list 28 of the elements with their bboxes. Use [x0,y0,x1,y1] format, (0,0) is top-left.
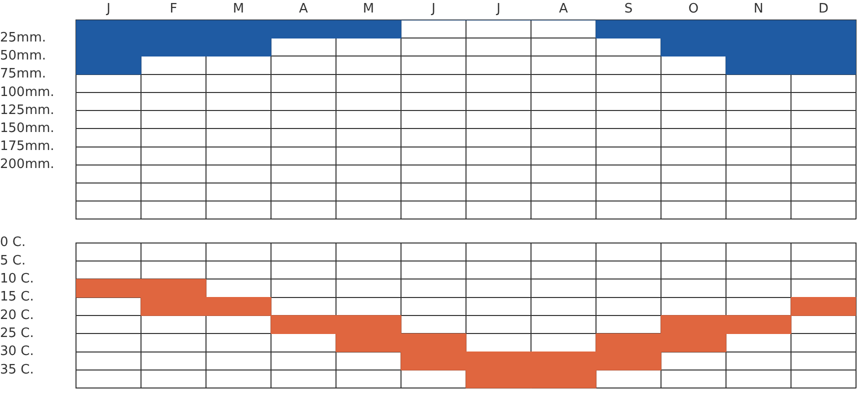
y-tick-label: 20 C. [0,308,34,323]
y-tick-label: 0 C. [0,235,26,250]
y-tick-label: 25 C. [0,326,34,342]
x-tick-label: O [688,2,699,17]
y-tick-label: 25mm. [0,30,46,46]
y-tick-label: 150mm. [0,121,54,136]
x-tick-label: J [430,2,436,17]
x-tick-label: F [170,2,178,17]
y-tick-label: 125mm. [0,102,54,118]
y-tick-label: 5 C. [0,253,26,268]
y-tick-label: 10 C. [0,272,34,287]
x-tick-label: M [232,2,244,17]
x-tick-label: A [299,2,308,17]
y-tick-label: 35 C. [0,362,34,378]
y-tick-label: 175mm. [0,139,54,154]
y-tick-label: 75mm. [0,66,46,82]
y-tick-label: 15 C. [0,290,34,305]
y-tick-label: 200mm. [0,157,54,172]
x-tick-label: M [362,2,374,17]
y-tick-label: 50mm. [0,48,46,64]
x-tick-label: N [754,2,764,17]
x-tick-label: D [818,2,829,17]
y-tick-label: 100mm. [0,84,54,100]
y-tick-label: 30 C. [0,344,34,360]
x-tick-label: J [496,2,500,17]
x-tick-label: A [559,2,568,17]
x-tick-label: J [106,2,110,17]
x-tick-label: S [624,2,633,17]
